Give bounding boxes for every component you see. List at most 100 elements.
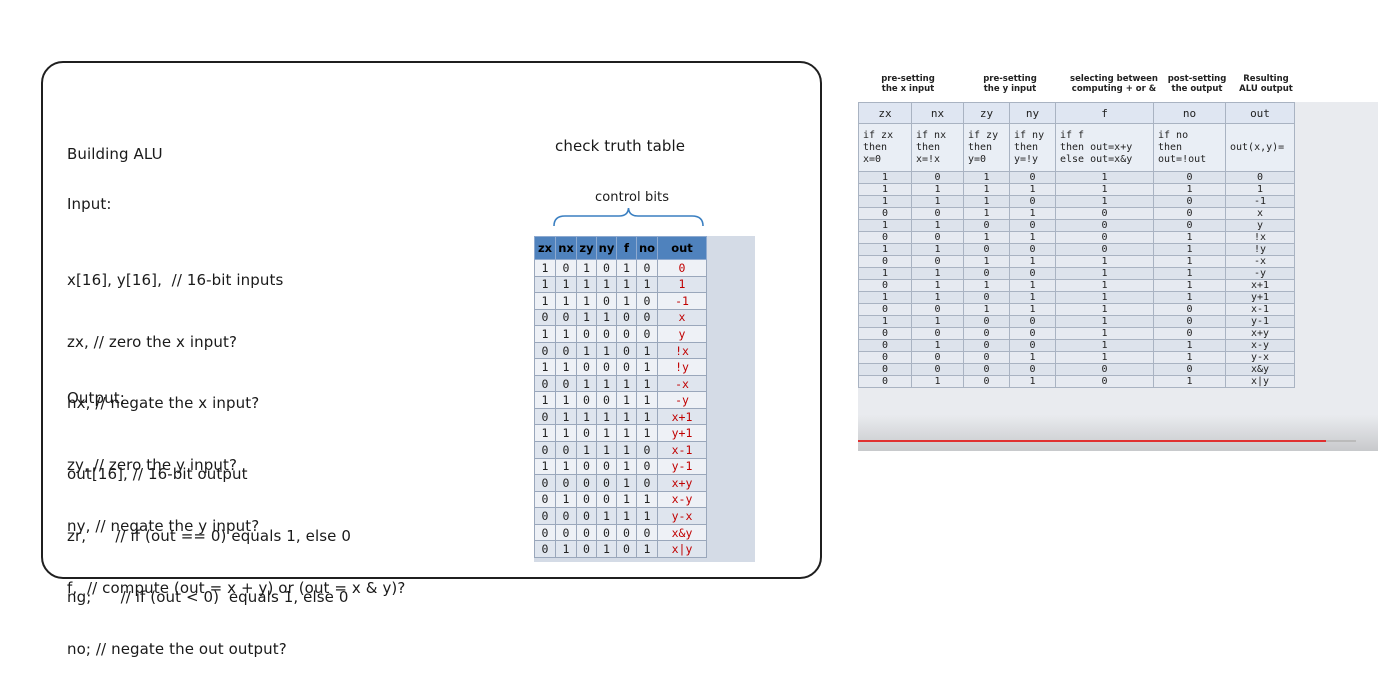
bit-cell: 1 bbox=[911, 315, 964, 328]
out-cell: x-1 bbox=[1225, 303, 1295, 316]
bit-cell: 0 bbox=[636, 441, 658, 459]
bit-cell: 1 bbox=[858, 315, 912, 328]
bit-cell: 1 bbox=[636, 507, 658, 525]
bit-cell: 0 bbox=[858, 327, 912, 340]
out-cell: x|y bbox=[1225, 375, 1295, 388]
bit-cell: 1 bbox=[616, 441, 637, 459]
video-frame: pre-setting the x input pre-setting the … bbox=[858, 68, 1378, 451]
bit-cell: 1 bbox=[636, 490, 658, 509]
bit-cell: 0 bbox=[1055, 375, 1154, 388]
description-cell: out(x,y)= bbox=[1225, 123, 1295, 172]
description-row: if zx then x=0 if nx then x=!x if zy the… bbox=[858, 123, 1295, 172]
bit-cell: 1 bbox=[911, 279, 964, 292]
bit-cell: 1 bbox=[1055, 339, 1154, 352]
bit-cell: 0 bbox=[911, 171, 964, 184]
input-line: nx, // negate the x input? bbox=[67, 394, 260, 412]
out-cell: y-x bbox=[657, 507, 707, 525]
description-cell: if zx then x=0 bbox=[858, 123, 912, 172]
bit-cell: 1 bbox=[858, 171, 912, 184]
bit-cell: 1 bbox=[1153, 231, 1226, 244]
bit-cell: 1 bbox=[858, 243, 912, 256]
bit-cell: 1 bbox=[555, 407, 577, 426]
out-cell: !y bbox=[657, 358, 707, 376]
bit-cell: 1 bbox=[616, 490, 637, 509]
video-progress-remaining[interactable] bbox=[1326, 440, 1356, 442]
bit-cell: 0 bbox=[596, 259, 617, 277]
bit-cell: 1 bbox=[576, 308, 597, 327]
input-line: ny, // negate the y input? bbox=[67, 517, 260, 535]
bit-cell: 1 bbox=[858, 195, 912, 208]
video-progress-bar[interactable] bbox=[858, 440, 1326, 442]
out-cell: y bbox=[1225, 219, 1295, 232]
bit-cell: 1 bbox=[596, 374, 617, 393]
bit-cell: 1 bbox=[911, 375, 964, 388]
bit-cell: 1 bbox=[636, 358, 658, 376]
bit-cell: 1 bbox=[596, 407, 617, 426]
bit-cell: 0 bbox=[596, 490, 617, 509]
bit-cell: 1 bbox=[858, 291, 912, 304]
bit-cell: 0 bbox=[636, 259, 658, 277]
table-row: 0 0 1 1 1 0 x-1 bbox=[858, 303, 1295, 316]
table-row: 0 1 0 1 0 1 x|y bbox=[534, 540, 707, 558]
bit-cell: 0 bbox=[534, 308, 556, 327]
description-cell: if no then out=!out bbox=[1153, 123, 1226, 172]
output-line: out[16], // 16-bit output bbox=[67, 465, 248, 483]
table-row: 0 0 1 1 1 0 x-1 bbox=[534, 441, 707, 459]
bit-cell: 0 bbox=[555, 441, 577, 459]
out-cell: x&y bbox=[1225, 363, 1295, 376]
bit-cell: 1 bbox=[1055, 171, 1154, 184]
table-row: 1 1 0 0 0 1 !y bbox=[534, 358, 707, 376]
out-cell: -1 bbox=[657, 292, 707, 310]
table-row: 0 1 0 0 1 1 x-y bbox=[534, 490, 707, 509]
bit-cell: 0 bbox=[1009, 219, 1056, 232]
bit-cell: 1 bbox=[911, 267, 964, 280]
bit-cell: 1 bbox=[1153, 351, 1226, 364]
bit-cell: 1 bbox=[636, 540, 658, 558]
bit-cell: 1 bbox=[911, 195, 964, 208]
input-line: x[16], y[16], // 16-bit inputs bbox=[67, 271, 284, 289]
bit-cell: 1 bbox=[616, 457, 637, 476]
table-row: 0 0 0 0 0 0 x&y bbox=[534, 523, 707, 542]
bit-cell: 1 bbox=[534, 259, 556, 277]
bit-cell: 1 bbox=[963, 195, 1010, 208]
bit-cell: 1 bbox=[1009, 207, 1056, 220]
input-line: no; // negate the out output? bbox=[67, 640, 287, 658]
group-caption: pre-setting the y input bbox=[983, 74, 1037, 94]
table-row: 0 0 0 1 1 1 y-x bbox=[858, 351, 1295, 364]
bit-cell: 1 bbox=[963, 279, 1010, 292]
bit-cell: 1 bbox=[534, 457, 556, 476]
bit-cell: 0 bbox=[858, 363, 912, 376]
input-line: zx, // zero the x input? bbox=[67, 332, 238, 351]
bit-cell: 1 bbox=[534, 275, 556, 294]
bit-cell: 1 bbox=[534, 358, 556, 376]
bit-cell: 0 bbox=[858, 207, 912, 220]
table-row: 1 1 0 0 1 0 y-1 bbox=[858, 315, 1295, 328]
bit-cell: 0 bbox=[616, 540, 637, 558]
bit-cell: 0 bbox=[534, 374, 556, 393]
bit-cell: 0 bbox=[911, 303, 964, 316]
bit-cell: 1 bbox=[534, 424, 556, 443]
bit-cell: 0 bbox=[1009, 243, 1056, 256]
bit-cell: 0 bbox=[636, 523, 658, 542]
out-cell: 1 bbox=[1225, 183, 1295, 196]
bit-cell: 1 bbox=[636, 407, 658, 426]
table-row: 0 0 1 1 1 1 -x bbox=[858, 255, 1295, 268]
bit-cell: 0 bbox=[636, 292, 658, 310]
bit-cell: 1 bbox=[534, 325, 556, 343]
bit-cell: 0 bbox=[1055, 243, 1154, 256]
bit-cell: 0 bbox=[911, 255, 964, 268]
bit-cell: 0 bbox=[858, 303, 912, 316]
out-cell: x&y bbox=[657, 523, 707, 542]
column-header: nx bbox=[555, 236, 577, 260]
input-line: zy, // zero the y input? bbox=[67, 455, 238, 474]
bit-cell: 0 bbox=[555, 341, 577, 360]
column-header: f bbox=[1055, 102, 1154, 124]
bit-cell: 1 bbox=[616, 474, 637, 492]
bit-cell: 0 bbox=[963, 219, 1010, 232]
out-cell: x+y bbox=[1225, 327, 1295, 340]
bit-cell: 1 bbox=[616, 374, 637, 393]
bit-cell: 1 bbox=[858, 219, 912, 232]
bit-cell: 0 bbox=[1009, 363, 1056, 376]
bit-cell: 1 bbox=[616, 259, 637, 277]
